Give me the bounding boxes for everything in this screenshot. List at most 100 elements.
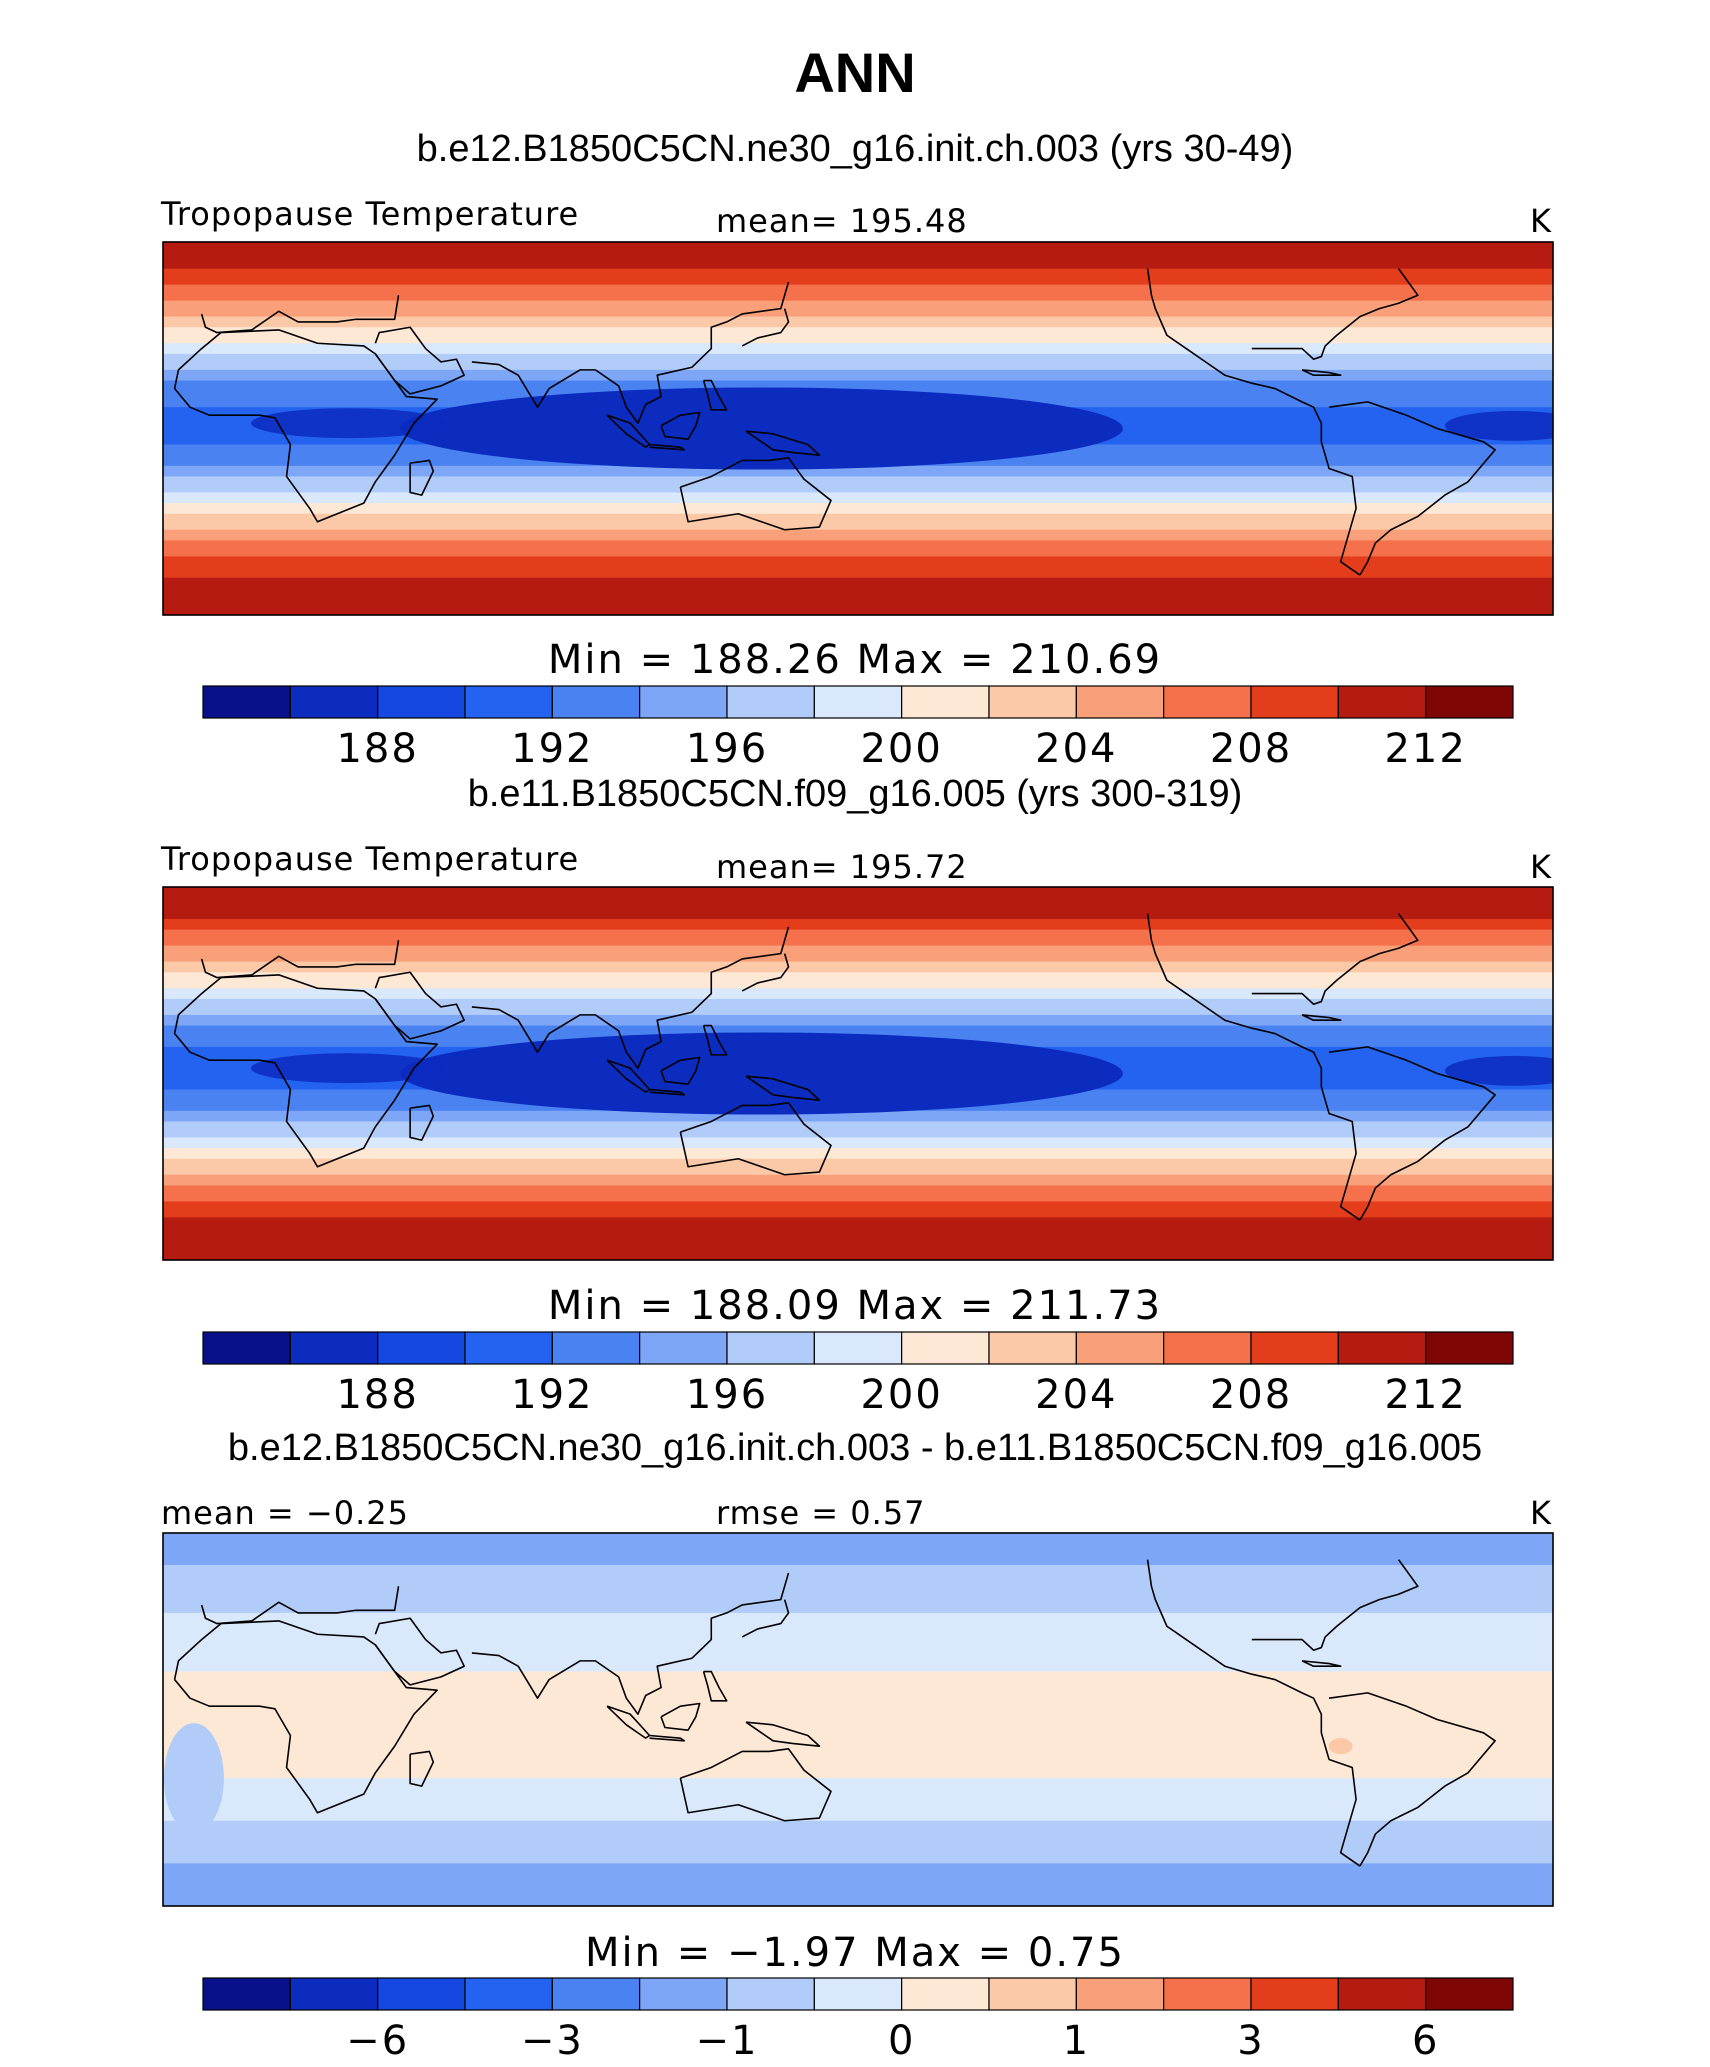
lat-band <box>163 982 1553 990</box>
lat-band <box>163 257 1553 265</box>
colorbar-tick-label: 6 <box>1412 2018 1439 2064</box>
coastline <box>1251 268 1419 361</box>
lat-band <box>163 1185 1553 1192</box>
colorbar-tick-label: 0 <box>888 2018 915 2064</box>
colorbar-swatch <box>726 1331 815 1365</box>
coastline <box>471 1572 790 1715</box>
colorbar-swatch <box>1250 1331 1339 1365</box>
lat-band <box>163 1575 1553 1582</box>
colorbar-swatch <box>377 1331 466 1365</box>
lat-band <box>163 604 1553 611</box>
colorbar-swatch <box>1425 1331 1514 1365</box>
map-panel-3 <box>162 1532 1554 1907</box>
lat-band <box>163 321 1553 329</box>
lat-band <box>163 593 1553 601</box>
lat-band <box>163 1628 1553 1636</box>
coastline <box>1328 1046 1496 1221</box>
lat-band <box>163 1591 1553 1598</box>
coastline <box>649 443 686 451</box>
lat-band <box>163 1884 1553 1892</box>
lat-band <box>163 1730 1553 1737</box>
lat-band <box>163 1639 1553 1646</box>
lat-band <box>163 380 1553 387</box>
rmse-label: rmse = 0.57 <box>716 1494 926 1532</box>
lat-band <box>163 513 1553 521</box>
lat-band <box>163 305 1553 313</box>
colorbar-swatch <box>1337 1977 1427 2011</box>
lat-band <box>163 1602 1553 1609</box>
lat-band <box>163 487 1553 494</box>
lat-band <box>163 1799 1553 1806</box>
lat-band <box>163 1222 1553 1230</box>
min-max-label: Min = −1.97 Max = 0.75 <box>585 1930 1125 1976</box>
lat-band <box>163 1890 1553 1897</box>
lat-band <box>163 1607 1553 1614</box>
coastline <box>702 1670 728 1702</box>
coastline <box>409 1750 435 1787</box>
lat-band <box>163 1900 1553 1906</box>
lat-band <box>163 950 1553 958</box>
lat-band <box>163 327 1553 334</box>
lat-band <box>163 1682 1553 1689</box>
colorbar-swatch <box>1163 1331 1252 1365</box>
lat-band <box>163 988 1553 995</box>
lat-band <box>163 1543 1553 1550</box>
colorbar-swatch <box>289 1331 379 1365</box>
coastline <box>660 1056 701 1085</box>
map-frame <box>162 241 1554 616</box>
lat-band <box>163 1874 1553 1881</box>
lat-band <box>163 583 1553 590</box>
colorbar-tick-label: −6 <box>346 2018 409 2064</box>
colorbar-tick-label: 1 <box>1063 2018 1090 2064</box>
lat-band <box>163 1826 1553 1833</box>
colorbar-tick-label: 208 <box>1210 726 1292 772</box>
colorbar-swatch <box>464 1977 553 2011</box>
lat-band <box>163 1612 1553 1620</box>
coastline <box>1328 401 1496 576</box>
colorbar-swatch <box>1425 1977 1514 2011</box>
lat-band <box>163 1778 1553 1785</box>
lat-band <box>163 1238 1553 1246</box>
lat-band <box>163 1788 1553 1796</box>
colorbar-swatch <box>1337 685 1427 719</box>
lat-band <box>163 1623 1553 1630</box>
colorbar-swatch <box>726 1977 815 2011</box>
coastline <box>649 1088 686 1096</box>
lat-band <box>163 902 1553 910</box>
lat-band <box>163 1895 1553 1902</box>
units-label: K <box>1530 1494 1552 1532</box>
map-panel-2 <box>162 886 1554 1261</box>
lat-band <box>163 1687 1553 1694</box>
coastline <box>660 1702 701 1731</box>
cold-core-west-pacific <box>400 387 1123 470</box>
coastline <box>1251 1559 1419 1652</box>
lat-band <box>163 972 1553 979</box>
lat-band <box>163 1751 1553 1758</box>
coastline <box>649 1734 686 1742</box>
colorbar-tick-label: 188 <box>336 1372 418 1418</box>
lat-band <box>163 1783 1553 1790</box>
lat-band <box>163 1025 1553 1032</box>
lat-band <box>163 1756 1553 1764</box>
lat-band <box>163 1815 1553 1822</box>
map-frame <box>162 886 1554 1261</box>
lat-band <box>163 1740 1553 1748</box>
coastline <box>173 974 438 1168</box>
lat-band <box>163 1794 1553 1801</box>
lat-band <box>163 279 1553 286</box>
coastline <box>1146 1559 1361 1867</box>
lat-band <box>163 1810 1553 1817</box>
lat-band <box>163 1618 1553 1625</box>
lat-band <box>163 348 1553 355</box>
lat-band <box>163 572 1553 579</box>
colorbar-swatch <box>464 1331 553 1365</box>
lat-band <box>163 1212 1553 1219</box>
lat-band <box>163 535 1553 542</box>
coastline <box>741 953 790 992</box>
lat-band <box>163 1863 1553 1870</box>
lat-band <box>163 1762 1553 1769</box>
coastline <box>1301 369 1342 377</box>
coastline <box>1146 268 1361 576</box>
lat-band <box>163 1169 1553 1176</box>
lat-band <box>163 337 1553 345</box>
